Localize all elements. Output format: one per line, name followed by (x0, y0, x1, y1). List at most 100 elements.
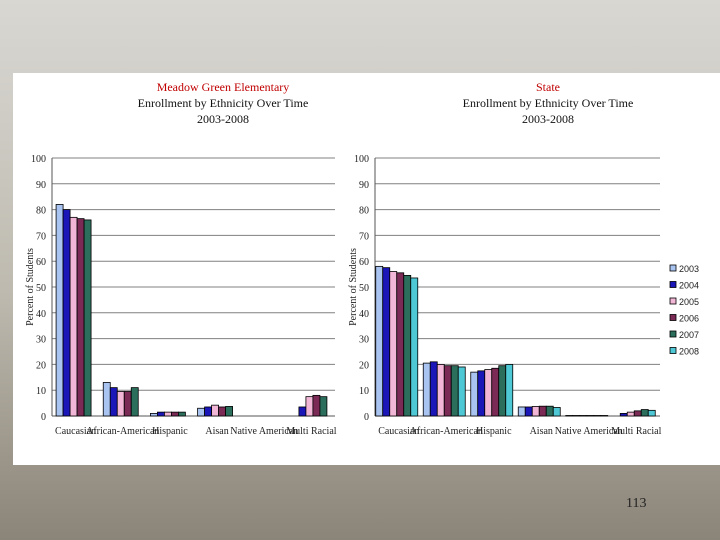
bar (545, 405, 554, 417)
bar (498, 365, 507, 417)
bar (470, 371, 479, 417)
bar (491, 367, 500, 417)
bar (640, 409, 649, 417)
bar (531, 406, 540, 417)
y-tick-label: 30 (359, 335, 369, 346)
y-tick-label: 0 (364, 412, 369, 423)
bar (396, 272, 405, 417)
y-tick-label: 40 (36, 309, 46, 320)
bar (450, 365, 459, 417)
right-chart-title: State Enrollment by Ethnicity Over Time … (398, 79, 698, 127)
bar (457, 366, 466, 417)
bar (83, 219, 92, 417)
y-tick-label: 10 (36, 386, 46, 397)
bar (389, 271, 398, 417)
legend-label: 2007 (679, 330, 699, 340)
x-tick-label: Aisan (205, 426, 228, 437)
legend-swatch (669, 347, 677, 354)
y-tick-label: 60 (359, 257, 369, 268)
bar (600, 415, 609, 417)
bar (633, 410, 642, 417)
bar (298, 406, 307, 417)
y-tick-label: 90 (36, 180, 46, 191)
bar (157, 411, 165, 417)
x-tick-label: African-American (410, 426, 483, 437)
bar (305, 396, 314, 417)
y-tick-label: 20 (36, 360, 46, 371)
bar (619, 413, 628, 417)
legend-label: 2004 (679, 281, 699, 291)
y-tick-label: 80 (359, 206, 369, 217)
right-chart-title-line3: 2003-2008 (522, 112, 574, 126)
left-chart-title-line1: Meadow Green Elementary (156, 80, 290, 94)
bar (150, 413, 158, 417)
x-tick-label: Multi Racial (611, 426, 661, 437)
bar (586, 415, 595, 417)
bar (443, 365, 452, 417)
y-tick-label: 100 (354, 154, 369, 165)
bar (382, 267, 391, 417)
right-chart-title-line1: State (536, 80, 560, 94)
left-chart-title: Meadow Green Elementary Enrollment by Et… (73, 79, 373, 127)
bar (116, 391, 125, 417)
y-axis-label: Percent of Students (348, 248, 359, 326)
bar (484, 369, 493, 417)
legend-swatch (669, 264, 677, 272)
bar (429, 361, 438, 417)
bar (218, 406, 226, 417)
y-axis-label: Percent of Students (25, 248, 36, 326)
bar (76, 218, 85, 417)
page-number: 113 (626, 496, 647, 511)
bar (552, 407, 561, 417)
bar (524, 406, 533, 417)
right-chart-title-line2: Enrollment by Ethnicity Over Time (462, 96, 634, 110)
legend-label: 2005 (679, 297, 699, 307)
left-chart-title-line3: 2003-2008 (197, 112, 249, 126)
x-tick-label: Hispanic (476, 426, 512, 437)
y-tick-label: 80 (36, 206, 46, 217)
bar (572, 415, 581, 417)
y-tick-label: 100 (31, 154, 46, 165)
bar (164, 411, 172, 417)
y-tick-label: 60 (36, 257, 46, 268)
legend-label: 2003 (679, 264, 699, 274)
y-tick-label: 10 (359, 386, 369, 397)
bar (375, 265, 384, 417)
bar (422, 362, 431, 417)
y-tick-label: 0 (41, 412, 46, 423)
legend-swatch (669, 330, 677, 338)
bar (312, 394, 321, 417)
bar (565, 415, 574, 417)
y-tick-label: 70 (359, 231, 369, 242)
bar (505, 363, 514, 417)
bar (436, 363, 445, 417)
y-tick-label: 50 (36, 283, 46, 294)
legend-swatch (669, 281, 677, 288)
bar (178, 411, 186, 417)
legend-swatch (669, 297, 677, 305)
y-tick-label: 30 (36, 335, 46, 346)
x-tick-label: Caucasian (378, 426, 419, 437)
bar (123, 391, 132, 417)
legend-label: 2008 (679, 347, 699, 357)
bar (517, 406, 526, 417)
bar (579, 415, 588, 417)
bar (102, 382, 111, 417)
bar (109, 387, 118, 417)
bar (477, 370, 486, 417)
y-tick-label: 50 (359, 283, 369, 294)
bar (593, 415, 602, 417)
bar (204, 406, 212, 417)
bar (130, 387, 139, 417)
y-tick-label: 40 (359, 309, 369, 320)
bar (647, 409, 656, 417)
x-tick-label: Native American (555, 426, 623, 437)
bar (211, 404, 219, 417)
y-tick-label: 70 (36, 231, 46, 242)
y-tick-label: 20 (359, 360, 369, 371)
bar (626, 411, 635, 417)
y-tick-label: 90 (359, 180, 369, 191)
x-tick-label: Multi Racial (286, 426, 336, 437)
x-tick-label: African-American (86, 426, 159, 437)
